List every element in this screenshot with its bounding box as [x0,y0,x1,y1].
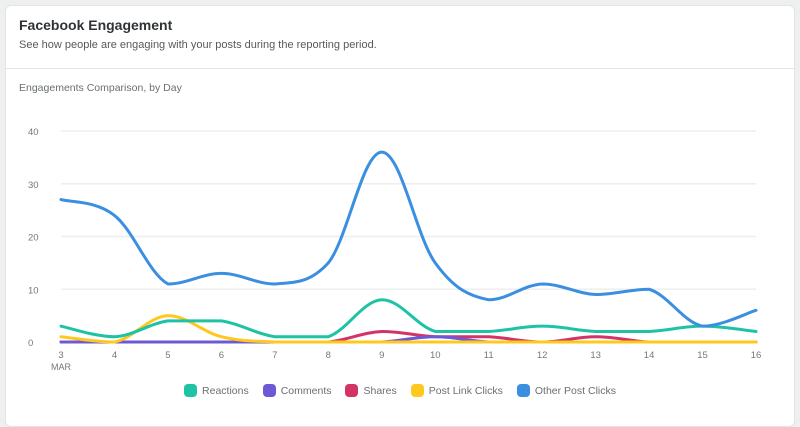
reactions-swatch-icon [184,384,198,397]
chart-legend: Reactions Comments Shares Post Link Clic… [0,384,800,397]
y-tick-label: 30 [28,180,39,191]
legend-label: Reactions [202,384,249,397]
chart-title: Engagements Comparison, by Day [19,82,182,94]
x-tick-label: 15 [697,350,708,361]
legend-item-post-link-clicks[interactable]: Post Link Clicks [410,384,503,397]
x-tick-label: 4 [112,350,117,361]
y-tick-label: 10 [28,285,39,296]
x-tick-label: 6 [219,350,224,361]
engagement-line-chart[interactable]: 0 10 20 30 40 3 4 5 6 7 8 9 10 11 12 13 14 15 16 MAR [0,0,800,413]
y-tick-label: 0 [28,338,33,349]
x-tick-label: 9 [379,350,384,361]
x-tick-label: 12 [537,350,548,361]
x-tick-label: 8 [326,350,331,361]
legend-label: Comments [280,384,332,397]
legend-item-shares[interactable]: Shares [345,384,397,397]
series-line-reactions[interactable] [59,298,758,339]
card-title: Facebook Engagement [19,17,173,33]
x-tick-label: 14 [644,350,655,361]
card-header [6,6,794,69]
other-post-clicks-swatch-icon [516,384,530,397]
legend-label: Other Post Clicks [534,384,616,397]
facebook-engagement-card [5,5,795,427]
card-subtitle: See how people are engaging with your po… [19,39,377,51]
series-line-post-link-clicks[interactable] [59,314,758,344]
x-tick-label: 7 [272,350,277,361]
x-month-label: MAR [51,362,72,372]
y-tick-label: 40 [28,127,39,138]
post-link-clicks-swatch-icon [410,384,424,397]
x-tick-label: 13 [590,350,601,361]
shares-swatch-icon [345,384,359,397]
x-tick-label: 10 [430,350,441,361]
legend-item-comments[interactable]: Comments [262,384,332,397]
legend-label: Post Link Clicks [428,384,503,397]
legend-label: Shares [363,384,397,397]
x-tick-label: 16 [751,350,762,361]
x-tick-label: 3 [58,350,63,361]
series-line-other-post-clicks[interactable] [59,150,758,328]
y-tick-label: 20 [28,233,39,244]
legend-item-reactions[interactable]: Reactions [184,384,249,397]
comments-swatch-icon [262,384,276,397]
x-tick-label: 11 [484,350,494,361]
legend-item-other-post-clicks[interactable]: Other Post Clicks [516,384,616,397]
x-tick-label: 5 [165,350,170,361]
